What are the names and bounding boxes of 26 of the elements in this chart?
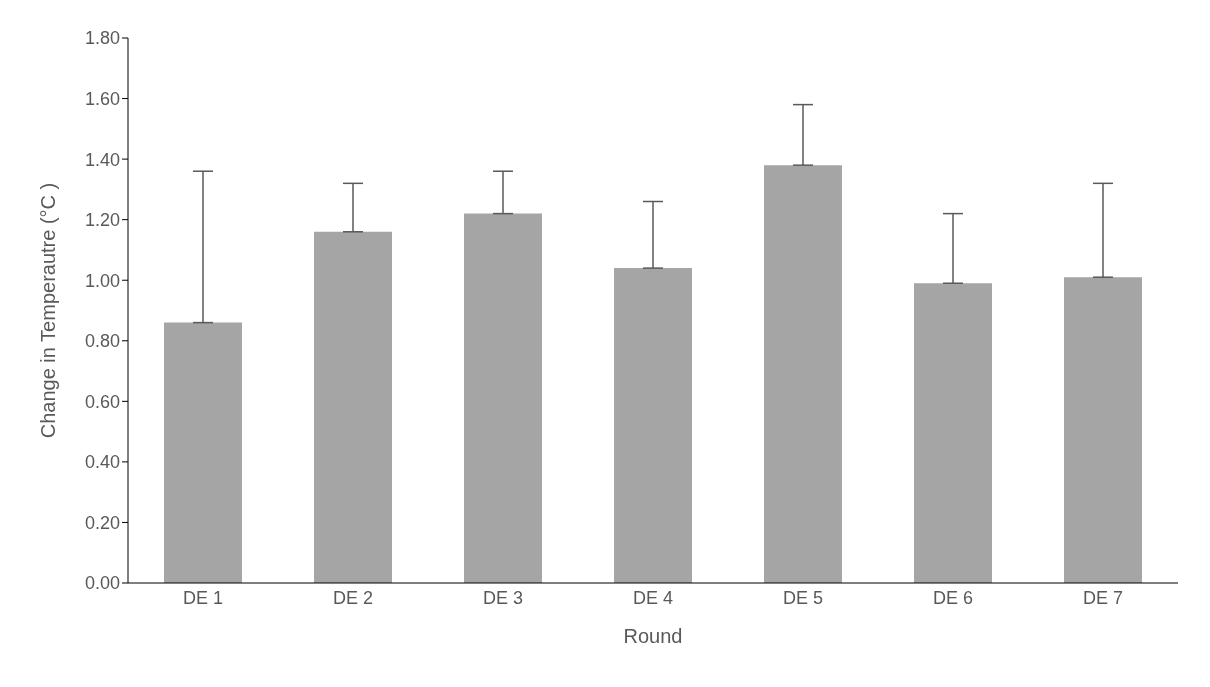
y-tick-label: 1.00 bbox=[84, 270, 120, 291]
bar bbox=[464, 213, 542, 583]
x-tick-label: DE 5 bbox=[782, 587, 824, 608]
y-tick-label: 0.20 bbox=[84, 512, 120, 533]
bar bbox=[314, 231, 392, 583]
bar bbox=[1064, 277, 1142, 583]
x-tick-label: DE 3 bbox=[482, 587, 524, 608]
bar bbox=[614, 268, 692, 583]
y-tick-label: 1.20 bbox=[84, 210, 120, 231]
bar bbox=[764, 165, 842, 583]
y-tick-label: 0.40 bbox=[84, 452, 120, 473]
x-tick-label: DE 4 bbox=[632, 587, 674, 608]
y-tick-label: 1.80 bbox=[84, 28, 120, 49]
bar bbox=[914, 283, 992, 583]
y-tick-label: 0.80 bbox=[84, 331, 120, 352]
x-tick-label: DE 2 bbox=[332, 587, 374, 608]
x-axis-title: Round bbox=[623, 625, 683, 647]
x-tick-label: DE 7 bbox=[1082, 587, 1124, 608]
y-tick-label: 0.60 bbox=[84, 391, 120, 412]
y-tick-label: 0.00 bbox=[84, 573, 120, 594]
x-tick-label: DE 1 bbox=[182, 587, 224, 608]
y-axis-title: Change in Temperautre (°C ) bbox=[37, 182, 60, 439]
x-tick-label: DE 6 bbox=[932, 587, 974, 608]
y-tick-label: 1.60 bbox=[84, 88, 120, 109]
bar bbox=[164, 322, 242, 583]
y-tick-label: 1.40 bbox=[84, 149, 120, 170]
